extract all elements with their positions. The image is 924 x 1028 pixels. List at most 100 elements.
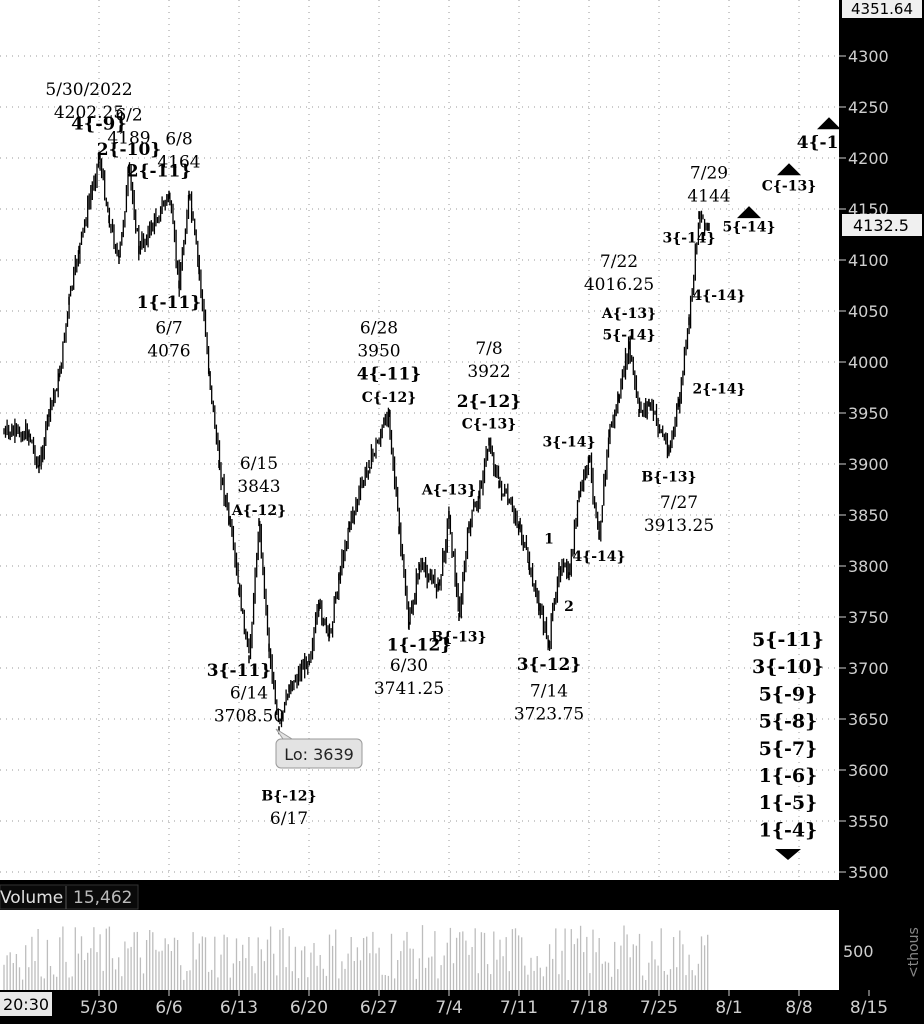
wave-label: C{-12} (362, 390, 416, 406)
price-annotation: 4189 (107, 128, 150, 148)
wave-label: 2{-10} (97, 140, 161, 160)
price-annotation: 3741.25 (374, 679, 444, 699)
degree-label: 3{-10} (752, 656, 824, 678)
date-tick-label: 6/6 (155, 998, 182, 1018)
up-arrow-icon (817, 117, 841, 130)
price-tick-label: 3950 (848, 404, 889, 423)
top-price-badge: 4351.64 (842, 0, 922, 18)
price-axis (839, 0, 924, 880)
price-annotation: 6/7 (155, 318, 182, 338)
price-annotation: 6/8 (165, 130, 192, 150)
date-tick-label: 8/15 (850, 998, 888, 1018)
price-annotation: 4076 (147, 341, 190, 361)
price-tick-label: 3750 (848, 608, 889, 627)
wave-label: 2{-12} (457, 392, 521, 412)
degree-label: 5{-9} (759, 683, 818, 705)
price-annotation: 6/2 (115, 105, 142, 125)
price-tick-label: 3600 (848, 761, 889, 780)
wave-label: C{-13} (462, 416, 516, 432)
degree-label: 1{-6} (759, 765, 818, 787)
price-tick-label: 3650 (848, 710, 889, 729)
price-annotation: 3922 (467, 362, 510, 382)
date-tick-label: 7/25 (640, 998, 678, 1018)
wave-label: 5{-14} (602, 328, 655, 344)
volume-bars (3, 925, 709, 990)
price-tick-label: 4100 (848, 251, 889, 270)
price-axis-ticks: 4300425042004150410040504000395039003850… (839, 47, 889, 882)
wave-label: 4{-11} (357, 364, 421, 384)
wave-label: 4{-9} (71, 113, 127, 134)
price-tick-label: 3500 (848, 863, 889, 882)
date-tick-label: 6/13 (220, 998, 258, 1018)
price-annotation: 7/29 (690, 163, 728, 183)
volume-value: 15,462 (73, 888, 132, 908)
degree-label: 5{-8} (759, 711, 818, 733)
wave-label: 2{-14} (692, 382, 745, 398)
wave-label: B{-13} (431, 630, 486, 646)
projection-markers (737, 117, 841, 219)
down-arrow-icon (775, 849, 801, 860)
price-tick-label: 4250 (848, 98, 889, 117)
wave-label: 2{-11} (127, 161, 191, 181)
wave-label: A{-12} (231, 503, 286, 519)
wave-label: B{-13} (641, 469, 696, 485)
price-annotations: 5/30/2022 4202.256/2 4189 6/8 4164 6/7 4076 6/1… (45, 80, 730, 829)
price-annotation: 3843 (237, 477, 280, 497)
date-tick-label: 8/1 (715, 998, 742, 1018)
price-series (3, 151, 710, 735)
last-price-badge: 4132.5 (842, 214, 922, 236)
price-annotation: 6/17 (270, 809, 308, 829)
wave-label: 3{-12} (517, 655, 581, 675)
price-tick-label: 4300 (848, 47, 889, 66)
date-tick-label: 8/8 (785, 998, 812, 1018)
svg-text:4351.64: 4351.64 (851, 0, 913, 18)
price-annotation: 4016.25 (584, 275, 654, 295)
time-badge: 20:30 (0, 992, 52, 1016)
price-tick-label: 4200 (848, 149, 889, 168)
degree-label: 1{-5} (759, 792, 818, 814)
price-annotation: 3913.25 (644, 516, 714, 536)
price-tick-label: 4000 (848, 353, 889, 372)
wave-label: 1 (544, 532, 554, 548)
date-tick-label: 6/27 (360, 998, 398, 1018)
price-annotation: 3723.75 (514, 705, 584, 725)
wave-label: B{-12} (261, 789, 316, 805)
date-axis-ticks: 5/30 6/6 6/13 6/20 6/27 7/4 7/11 7/18 7/25 8/1 8/8… (80, 990, 888, 1018)
price-annotation: 5/30/2022 (45, 80, 132, 100)
price-tick-label: 3850 (848, 506, 889, 525)
lo-callout-text: Lo: 3639 (284, 745, 354, 764)
volume-header (0, 880, 924, 910)
up-arrow-icon (737, 206, 761, 219)
price-annotation: 7/8 (475, 339, 502, 359)
wave-label: 1{-11} (137, 293, 201, 313)
wave-label: A{-13} (601, 306, 656, 322)
wave-label: 4{-14} (692, 288, 745, 304)
price-tick-label: 4050 (848, 302, 889, 321)
price-annotation: 4144 (687, 186, 730, 206)
wave-label: 3{-14} (542, 435, 595, 451)
price-tick-label: 3550 (848, 812, 889, 831)
price-annotation: 3708.50 (214, 707, 284, 727)
price-annotation: 7/14 (530, 682, 568, 702)
price-tick-label: 3800 (848, 557, 889, 576)
date-tick-label: 7/18 (570, 998, 608, 1018)
price-annotation: 6/30 (390, 656, 428, 676)
date-axis (0, 990, 924, 1024)
wave-label: 2 (564, 599, 574, 615)
price-tick-label: 3700 (848, 659, 889, 678)
price-annotation: 7/27 (660, 493, 698, 513)
price-tick-label: 3900 (848, 455, 889, 474)
wave-label: C{-13} (762, 179, 816, 195)
price-annotation: 6/15 (240, 454, 278, 474)
wave-label: 1{-12} (387, 636, 451, 656)
wave-label: 5{-14} (722, 219, 775, 235)
date-tick-label: 6/20 (290, 998, 328, 1018)
volume-label: Volume (0, 888, 63, 908)
price-annotation: 6/14 (230, 684, 268, 704)
degree-label: 1{-4} (759, 819, 818, 841)
wave-label: 3{-14} (662, 231, 715, 247)
wave-label: 4{-14} (572, 549, 625, 565)
